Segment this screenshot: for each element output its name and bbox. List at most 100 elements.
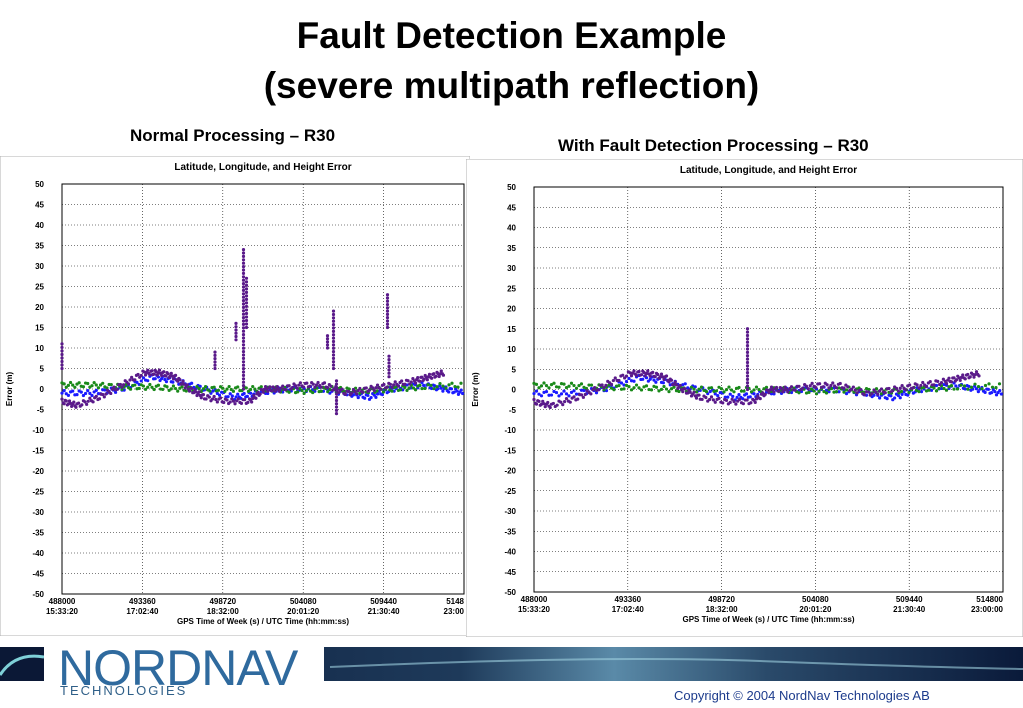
data-point xyxy=(190,381,194,385)
data-point xyxy=(600,383,604,387)
spike-point xyxy=(385,302,390,307)
data-point xyxy=(432,387,436,391)
data-point xyxy=(128,387,133,391)
spike-point xyxy=(385,312,390,316)
spike-points xyxy=(745,327,750,392)
data-point xyxy=(246,400,250,404)
data-point xyxy=(622,387,626,391)
data-point xyxy=(681,383,685,387)
data-point xyxy=(898,386,902,390)
data-point xyxy=(236,392,240,396)
data-point xyxy=(579,388,584,392)
data-point xyxy=(692,390,696,394)
x-tick-label: 514800 xyxy=(976,595,1003,604)
data-point xyxy=(649,388,654,392)
data-point xyxy=(669,378,674,382)
data-point xyxy=(738,397,742,401)
data-point xyxy=(101,381,105,385)
spike-point xyxy=(241,278,246,282)
data-point xyxy=(239,401,244,405)
data-point xyxy=(437,374,441,379)
data-point xyxy=(632,379,636,383)
spike-point xyxy=(241,346,246,350)
data-point xyxy=(582,385,586,389)
data-point xyxy=(652,384,656,389)
y-tick-label: 0 xyxy=(40,385,45,394)
spike-point xyxy=(241,319,246,323)
data-point xyxy=(122,383,126,387)
data-point xyxy=(544,390,549,394)
spike-point xyxy=(325,334,330,338)
data-point xyxy=(549,393,554,397)
data-point xyxy=(974,370,979,374)
data-point xyxy=(717,385,721,389)
data-point xyxy=(829,383,833,388)
data-point xyxy=(153,377,157,381)
data-point xyxy=(120,385,124,389)
spike-point xyxy=(331,356,336,360)
data-point xyxy=(243,398,247,402)
data-point xyxy=(281,384,285,388)
data-point xyxy=(712,389,716,393)
data-point xyxy=(459,381,463,385)
data-point xyxy=(990,385,995,389)
spike-point xyxy=(241,326,246,330)
slide-title-line2: (severe multipath reflection) xyxy=(263,65,760,106)
data-point xyxy=(627,384,631,389)
data-point xyxy=(677,389,681,394)
data-point xyxy=(639,388,644,392)
data-point xyxy=(305,381,309,385)
data-point xyxy=(774,385,779,390)
spike-point xyxy=(745,350,750,354)
data-point xyxy=(548,405,552,410)
data-point xyxy=(367,388,372,392)
data-point xyxy=(624,383,629,387)
data-point xyxy=(403,382,407,386)
spike-point xyxy=(331,329,336,333)
spike-point xyxy=(334,402,339,406)
y-tick-label: 5 xyxy=(512,365,517,374)
y-tick-label: -50 xyxy=(32,590,44,599)
spike-point xyxy=(244,280,249,284)
data-point xyxy=(579,382,584,386)
spike-point xyxy=(385,299,390,303)
data-point xyxy=(207,395,211,399)
spike-point xyxy=(334,379,339,383)
data-point xyxy=(135,380,139,384)
data-point xyxy=(234,395,238,399)
spike-point xyxy=(241,356,246,360)
data-point xyxy=(834,386,839,390)
spike-point xyxy=(241,384,246,388)
data-point xyxy=(77,401,81,405)
data-point xyxy=(130,375,134,379)
x-tick-label: 504080 xyxy=(802,595,829,604)
data-point xyxy=(554,390,559,395)
data-point xyxy=(732,390,736,394)
data-point xyxy=(639,373,644,377)
data-point xyxy=(337,390,341,395)
data-point xyxy=(233,402,237,406)
y-tick-label: 5 xyxy=(40,365,45,374)
y-tick-label: -10 xyxy=(504,426,516,435)
spike-point xyxy=(331,350,336,354)
spike-point xyxy=(387,368,391,372)
spike-point xyxy=(331,339,336,344)
data-point xyxy=(120,387,124,391)
data-point xyxy=(844,392,849,396)
x-tick-label: 493360 xyxy=(129,597,156,606)
data-point xyxy=(824,388,829,392)
data-point xyxy=(300,388,304,393)
data-point xyxy=(418,383,422,387)
data-point xyxy=(572,389,576,393)
data-point xyxy=(896,389,900,393)
data-point xyxy=(539,384,544,388)
data-point xyxy=(810,381,814,385)
spike-point xyxy=(331,360,336,364)
data-point xyxy=(947,385,951,389)
data-point xyxy=(263,384,268,389)
data-point xyxy=(825,383,829,387)
spike-point xyxy=(60,363,64,367)
data-point xyxy=(452,390,456,394)
data-point xyxy=(244,386,248,390)
data-point xyxy=(927,388,931,392)
